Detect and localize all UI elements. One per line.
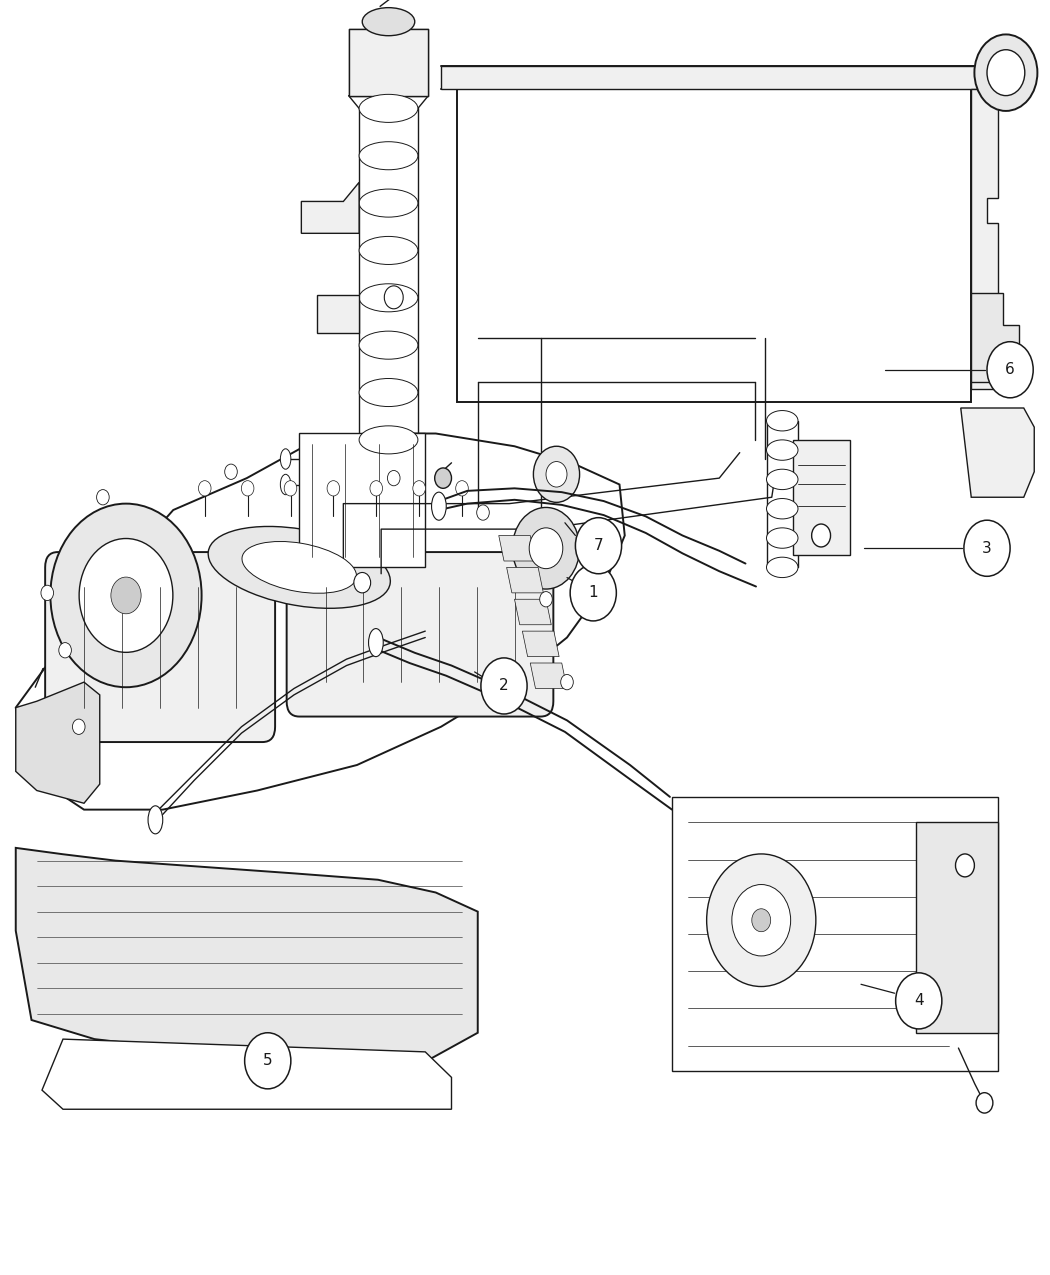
Circle shape (41, 585, 54, 601)
Ellipse shape (280, 474, 291, 495)
FancyBboxPatch shape (45, 552, 275, 742)
Circle shape (896, 973, 942, 1029)
Text: 6: 6 (1005, 362, 1015, 377)
Ellipse shape (359, 426, 418, 454)
FancyBboxPatch shape (287, 552, 553, 717)
Polygon shape (499, 536, 536, 561)
Polygon shape (971, 89, 997, 389)
Circle shape (546, 462, 567, 487)
Circle shape (72, 719, 85, 734)
Bar (299, 434, 425, 567)
Ellipse shape (766, 440, 798, 460)
Polygon shape (530, 663, 567, 688)
Ellipse shape (362, 8, 415, 36)
Ellipse shape (359, 142, 418, 170)
Ellipse shape (148, 806, 163, 834)
Ellipse shape (359, 94, 418, 122)
Ellipse shape (369, 629, 383, 657)
Text: 4: 4 (914, 993, 924, 1009)
Ellipse shape (432, 492, 446, 520)
Ellipse shape (766, 528, 798, 548)
Polygon shape (971, 293, 1018, 382)
Circle shape (435, 468, 452, 488)
Circle shape (976, 1093, 993, 1113)
Polygon shape (16, 682, 100, 803)
Circle shape (987, 50, 1025, 96)
Circle shape (225, 464, 237, 479)
Circle shape (575, 518, 622, 574)
Circle shape (354, 572, 371, 593)
Circle shape (540, 592, 552, 607)
Circle shape (529, 528, 563, 569)
Circle shape (512, 507, 580, 589)
Polygon shape (506, 567, 544, 593)
Circle shape (285, 481, 297, 496)
Ellipse shape (280, 449, 291, 469)
Ellipse shape (208, 527, 391, 608)
Circle shape (413, 481, 425, 496)
Circle shape (245, 1033, 291, 1089)
Polygon shape (42, 1039, 452, 1109)
Circle shape (974, 34, 1037, 111)
Polygon shape (317, 295, 359, 333)
Text: 1: 1 (588, 585, 598, 601)
Circle shape (570, 565, 616, 621)
Ellipse shape (242, 542, 357, 593)
Circle shape (387, 470, 400, 486)
Text: 2: 2 (499, 678, 509, 694)
Circle shape (370, 481, 382, 496)
Polygon shape (793, 440, 850, 555)
Circle shape (752, 909, 771, 932)
Ellipse shape (766, 557, 798, 578)
Polygon shape (522, 631, 559, 657)
Polygon shape (916, 822, 998, 1033)
Polygon shape (16, 848, 478, 1065)
Circle shape (533, 446, 580, 502)
Text: 3: 3 (982, 541, 992, 556)
Circle shape (384, 286, 403, 309)
Ellipse shape (766, 411, 798, 431)
Polygon shape (961, 408, 1034, 497)
Text: 5: 5 (262, 1053, 273, 1068)
Polygon shape (672, 797, 998, 1071)
Polygon shape (514, 599, 551, 625)
Ellipse shape (766, 499, 798, 519)
Polygon shape (349, 29, 428, 96)
Circle shape (79, 538, 173, 653)
Circle shape (456, 481, 468, 496)
Polygon shape (16, 434, 625, 810)
Ellipse shape (359, 236, 418, 264)
Circle shape (242, 481, 254, 496)
Circle shape (956, 854, 974, 877)
Circle shape (328, 481, 340, 496)
Circle shape (111, 578, 141, 613)
Circle shape (481, 658, 527, 714)
Circle shape (477, 505, 489, 520)
Polygon shape (301, 182, 359, 233)
Circle shape (987, 342, 1033, 398)
Circle shape (198, 481, 211, 496)
Circle shape (97, 490, 109, 505)
Circle shape (561, 674, 573, 690)
Circle shape (964, 520, 1010, 576)
Circle shape (732, 885, 791, 956)
Ellipse shape (359, 284, 418, 312)
Ellipse shape (766, 469, 798, 490)
Ellipse shape (359, 379, 418, 407)
Circle shape (812, 524, 831, 547)
Text: 7: 7 (593, 538, 604, 553)
Circle shape (50, 504, 202, 687)
Circle shape (59, 643, 71, 658)
Ellipse shape (359, 189, 418, 217)
Polygon shape (441, 66, 992, 89)
Bar (457, 89, 971, 402)
Circle shape (707, 854, 816, 987)
Ellipse shape (359, 332, 418, 360)
